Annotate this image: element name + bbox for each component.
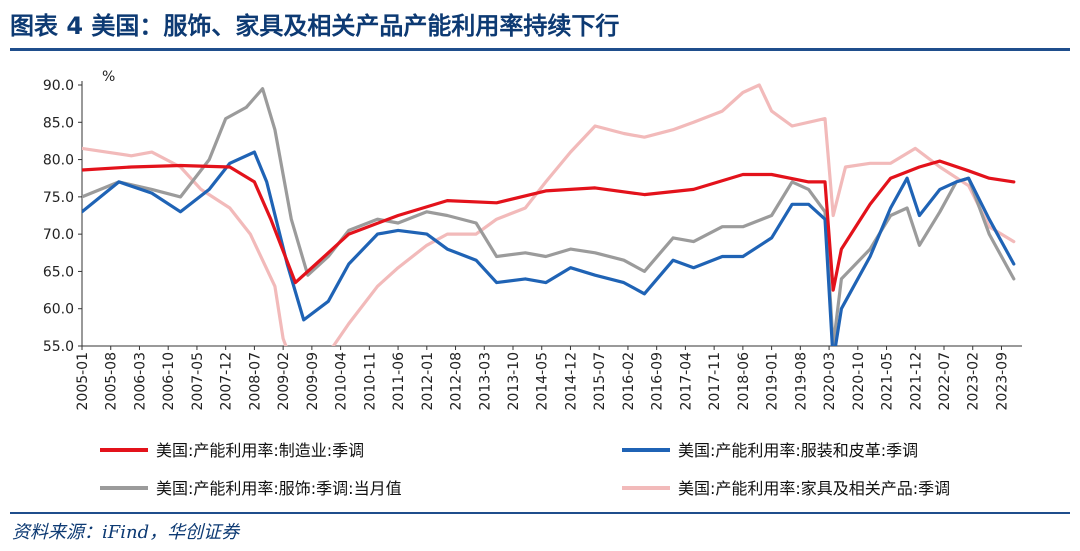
- x-tick-label: 2010-11: [362, 352, 378, 411]
- x-tick-label: 2021-05: [880, 352, 896, 411]
- x-tick-label: 2019-01: [765, 352, 781, 411]
- y-tick-label: 90.0: [43, 78, 74, 94]
- y-tick-label: 85.0: [43, 115, 74, 131]
- series-lines: [82, 83, 1016, 346]
- series-line-4: [82, 83, 1016, 346]
- x-tick-label: 2006-10: [161, 352, 177, 411]
- x-tick-label: 2005-01: [75, 352, 91, 411]
- legend-label-3: 美国:产能利用率:服饰:季调:当月值: [156, 479, 402, 498]
- x-tick-label: 2018-06: [736, 352, 752, 411]
- x-tick-label: 2005-08: [104, 352, 120, 411]
- y-tick-label: 70.0: [43, 227, 74, 243]
- y-tick-label: 55.0: [43, 339, 74, 355]
- x-tick-label: 2007-05: [190, 352, 206, 411]
- x-tick-label: 2014-05: [535, 352, 551, 411]
- legend-label-2: 美国:产能利用率:服装和皮革:季调: [678, 441, 918, 460]
- x-tick-label: 2013-10: [506, 352, 522, 411]
- x-tick-label: 2010-04: [334, 352, 350, 411]
- legend: 美国:产能利用率:制造业:季调 美国:产能利用率:服装和皮革:季调美国:产能利用率…: [100, 441, 950, 498]
- y-tick-label: 75.0: [43, 190, 74, 206]
- series-line-2: [82, 150, 1016, 346]
- x-tick-label: 2009-02: [276, 352, 292, 411]
- y-tick-label: 80.0: [43, 153, 74, 169]
- x-tick-label: 2023-09: [994, 352, 1010, 411]
- figure-title: 图表 4 美国：服饰、家具及相关产品产能利用率持续下行: [10, 12, 620, 40]
- x-tick-label: 2008-07: [247, 352, 263, 411]
- legend-label-1: 美国:产能利用率:制造业:季调: [156, 441, 364, 460]
- title-divider: [10, 48, 1070, 51]
- x-tick-label: 2019-08: [793, 352, 809, 411]
- x-tick-label: 2014-12: [563, 352, 579, 411]
- source-note: 资料来源：iFind，华创证券: [12, 522, 240, 543]
- x-tick-label: 2016-09: [650, 352, 666, 411]
- x-tick-label: 2020-10: [851, 352, 867, 411]
- x-tick-label: 2020-03: [822, 352, 838, 411]
- axes: 90.0 85.0 80.0 75.0 70.0 65.0 60.0 55.0% 2005-01…: [43, 69, 1022, 411]
- x-tick-label: 2017-11: [707, 352, 723, 411]
- x-tick-label: 2022-07: [937, 352, 953, 411]
- x-tick-label: 2021-12: [908, 352, 924, 411]
- y-tick-label: 60.0: [43, 302, 74, 318]
- line-chart: 90.0 85.0 80.0 75.0 70.0 65.0 60.0 55.0% 2005-01…: [43, 69, 1022, 498]
- x-tick-label: 2011-06: [391, 352, 407, 411]
- x-tick-label: 2017-04: [678, 352, 694, 411]
- legend-label-4: 美国:产能利用率:家具及相关产品:季调: [678, 479, 950, 498]
- series-line-1: [82, 159, 1016, 292]
- source-divider: [10, 512, 1070, 514]
- x-tick-label: 2007-12: [219, 352, 235, 411]
- x-tick-label: 2012-08: [449, 352, 465, 411]
- y-axis-unit-label: %: [102, 69, 115, 85]
- x-tick-label: 2015-07: [592, 352, 608, 411]
- x-tick-label: 2009-09: [305, 352, 321, 411]
- x-tick-label: 2016-02: [621, 352, 637, 411]
- x-tick-label: 2013-03: [477, 352, 493, 411]
- y-tick-label: 65.0: [43, 264, 74, 280]
- x-tick-label: 2006-03: [132, 352, 148, 411]
- series-line-3: [82, 87, 1016, 346]
- x-tick-label: 2012-01: [420, 352, 436, 411]
- x-tick-label: 2023-02: [966, 352, 982, 411]
